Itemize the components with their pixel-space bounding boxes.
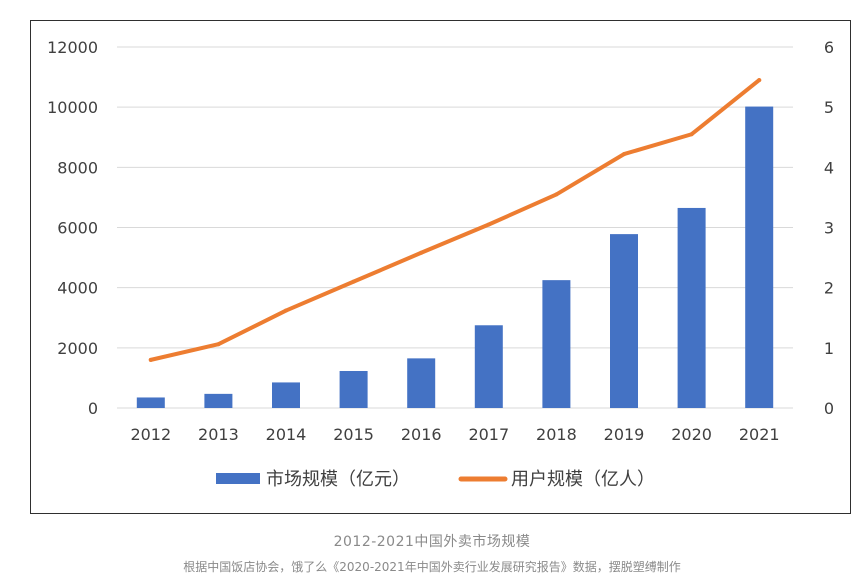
- bar: [407, 358, 436, 408]
- chart-caption-source: 根据中国饭店协会，饿了么《2020-2021年中国外卖行业发展研究报告》数据，摆…: [183, 560, 681, 574]
- bar: [610, 234, 638, 408]
- left-tick-label: 8000: [57, 158, 98, 177]
- line-point: [554, 192, 559, 197]
- line-point: [216, 342, 221, 347]
- line-series: [148, 78, 762, 362]
- category-label: 2015: [333, 425, 374, 444]
- left-tick-label: 6000: [57, 219, 98, 238]
- right-tick-label: 0: [824, 399, 834, 418]
- line-point: [622, 152, 626, 157]
- category-label: 2016: [401, 425, 442, 444]
- category-label: 2017: [468, 425, 509, 444]
- bar: [542, 280, 571, 408]
- category-label: 2021: [739, 425, 780, 444]
- left-tick-label: 12000: [47, 38, 98, 57]
- line-point: [351, 279, 356, 284]
- category-label: 2013: [198, 425, 239, 444]
- category-label: 2014: [266, 425, 307, 444]
- right-tick-label: 6: [824, 38, 834, 57]
- combo-chart: 0 2000 4000 6000 8000 10000 12000 0 1 2 3 4 5 6 2012 20…: [47, 38, 834, 490]
- legend-label-bar: 市场规模（亿元）: [266, 469, 410, 490]
- bar: [136, 397, 165, 408]
- right-tick-label: 5: [824, 98, 834, 117]
- line-point: [148, 357, 153, 362]
- right-tick-label: 2: [824, 279, 834, 298]
- right-tick-label: 4: [824, 158, 834, 177]
- category-label: 2012: [130, 425, 171, 444]
- category-label: 2019: [604, 425, 645, 444]
- left-tick-label: 4000: [57, 279, 98, 298]
- category-label: 2020: [671, 425, 712, 444]
- chart-caption-title: 2012-2021中国外卖市场规模: [333, 534, 531, 550]
- right-tick-label: 1: [824, 339, 834, 358]
- bar: [204, 393, 233, 408]
- right-tick-label: 3: [824, 219, 834, 238]
- chart-frame: [30, 20, 851, 514]
- legend-swatch-bar: [216, 473, 260, 484]
- left-tick-label: 0: [88, 399, 98, 418]
- bar: [745, 106, 774, 408]
- left-tick-label: 2000: [57, 339, 98, 358]
- bar: [474, 325, 503, 408]
- left-tick-label: 10000: [47, 98, 98, 117]
- line-point: [757, 78, 762, 83]
- legend-label-line: 用户规模（亿人）: [511, 469, 655, 490]
- bar: [339, 370, 368, 408]
- line-point: [419, 250, 424, 255]
- bar: [677, 207, 706, 408]
- bar: [272, 382, 300, 408]
- line-point: [486, 222, 491, 227]
- category-label: 2018: [536, 425, 577, 444]
- line-point: [689, 132, 694, 137]
- line-point: [284, 308, 288, 313]
